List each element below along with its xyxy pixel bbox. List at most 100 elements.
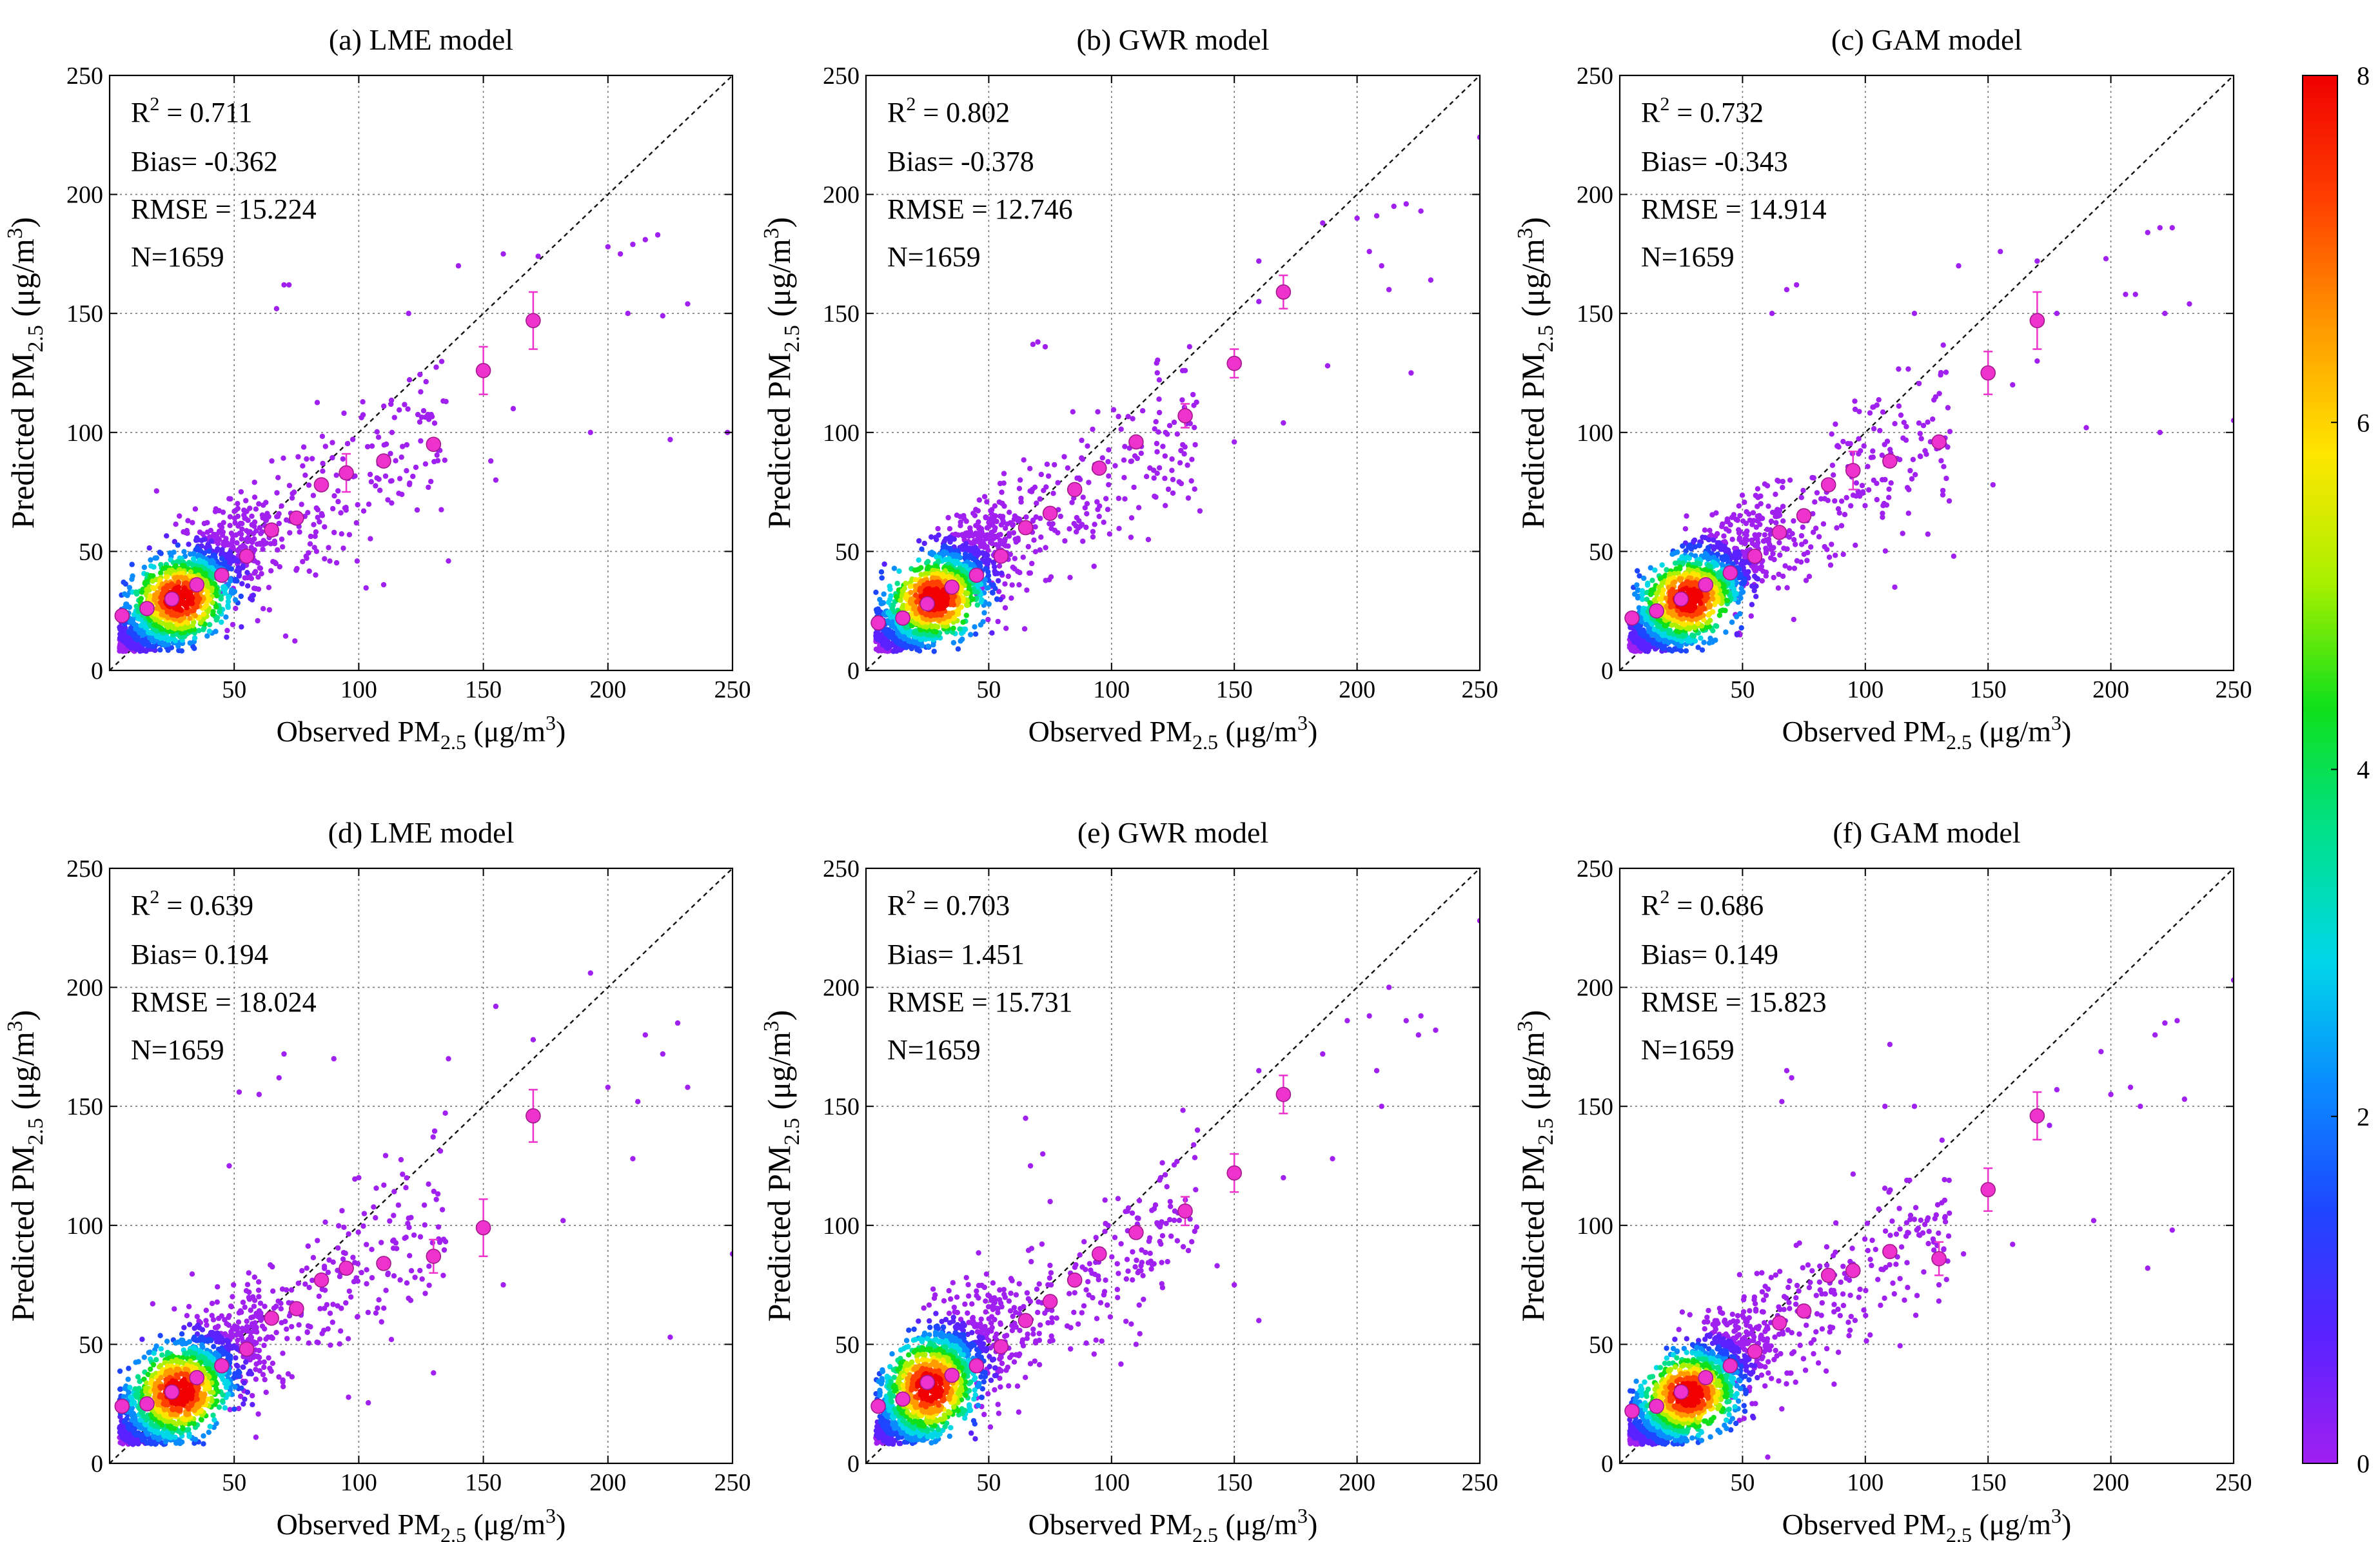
scatter-point: [1186, 344, 1193, 349]
scatter-point: [1838, 523, 1845, 529]
scatter-point: [1080, 494, 1086, 500]
scatter-point-outlier: [1197, 508, 1203, 514]
scatter-point: [1771, 574, 1776, 581]
scatter-point: [878, 569, 885, 575]
scatter-point: [1105, 459, 1111, 465]
scatter-point: [1832, 498, 1838, 504]
scatter-point: [1707, 618, 1713, 623]
scatter-point: [248, 576, 255, 581]
scatter-point: [1759, 516, 1765, 522]
scatter-point: [295, 454, 301, 460]
scatter-point: [1776, 540, 1782, 545]
scatter-point: [355, 502, 360, 508]
scatter-point: [256, 501, 262, 507]
scatter-point: [1793, 542, 1798, 547]
scatter-point: [1116, 525, 1122, 531]
scatter-point: [898, 598, 903, 603]
scatter-point: [916, 557, 922, 563]
scatter-point: [161, 565, 166, 572]
scatter-point: [1831, 472, 1836, 478]
scatter-point: [1753, 594, 1759, 600]
scatter-point: [1034, 500, 1039, 506]
scatter-point-outlier: [273, 306, 280, 312]
scatter-point: [1641, 575, 1647, 581]
scatter-point: [354, 558, 360, 564]
scatter-point: [879, 575, 885, 581]
scatter-point: [391, 415, 397, 420]
scatter-point: [1090, 529, 1096, 534]
scatter-point: [1038, 471, 1045, 478]
scatter-point: [235, 501, 241, 507]
scatter-point: [246, 530, 251, 536]
scatter-point-outlier: [667, 436, 673, 443]
binned-mean-marker: [1067, 482, 1083, 498]
stat-r2: R2 = 0.711: [131, 93, 253, 128]
scatter-point: [227, 523, 233, 529]
scatter-point: [1738, 625, 1744, 631]
scatter-point: [438, 358, 445, 364]
scatter-point: [221, 520, 226, 525]
scatter-point: [1163, 503, 1168, 509]
scatter-point: [992, 571, 998, 577]
scatter-point: [1043, 545, 1048, 551]
scatter-point: [1007, 509, 1012, 515]
scatter-point: [1076, 525, 1081, 531]
scatter-point: [397, 476, 403, 482]
scatter-point: [1067, 574, 1073, 580]
scatter-point: [1879, 477, 1885, 483]
scatter-point-outlier: [1256, 298, 1262, 304]
scatter-point: [228, 496, 233, 502]
scatter-point: [1917, 431, 1923, 436]
scatter-point: [126, 604, 132, 610]
x-axis-label: Observed PM2.5 (μg/m3): [277, 711, 566, 754]
scatter-point: [344, 441, 351, 447]
scatter-point: [388, 401, 394, 407]
scatter-point: [1002, 605, 1008, 610]
scatter-point: [1729, 536, 1735, 542]
scatter-point: [176, 647, 182, 654]
binned-mean-marker: [313, 477, 329, 493]
scatter-point: [1871, 477, 1876, 483]
scatter-point: [388, 451, 393, 456]
scatter-point: [1840, 551, 1846, 558]
scatter-point: [236, 573, 242, 579]
scatter-point: [307, 541, 313, 547]
scatter-point: [873, 589, 879, 595]
scatter-point: [916, 538, 922, 544]
scatter-point: [1770, 551, 1776, 557]
binned-mean-marker: [1128, 434, 1144, 450]
scatter-point: [196, 628, 202, 634]
scatter-point: [223, 614, 229, 620]
scatter-point: [1637, 573, 1642, 579]
scatter-point: [1791, 565, 1798, 571]
scatter-point: [986, 601, 992, 607]
scatter-point: [1139, 408, 1146, 414]
scatter-point: [1079, 522, 1085, 527]
scatter-point: [1940, 492, 1946, 498]
scatter-point: [1870, 448, 1876, 454]
scatter-point: [404, 468, 409, 474]
scatter-point: [186, 542, 192, 547]
scatter-point: [1122, 444, 1128, 449]
scatter-point: [1640, 627, 1646, 633]
scatter-point: [313, 529, 319, 535]
scatter-point: [1037, 496, 1043, 502]
scatter-point: [268, 541, 274, 547]
scatter-point: [249, 513, 255, 519]
binned-mean-marker: [870, 615, 886, 630]
scatter-point: [224, 634, 230, 640]
scatter-point: [1753, 493, 1758, 498]
scatter-point: [1940, 342, 1946, 348]
scatter-point: [1721, 533, 1727, 539]
scatter-point: [234, 568, 240, 574]
x-axis-label: Observed PM2.5 (μg/m3): [1028, 711, 1318, 754]
scatter-point: [225, 599, 231, 605]
scatter-point: [881, 591, 887, 597]
scatter-point: [1744, 509, 1749, 515]
scatter-point: [1156, 409, 1163, 416]
scatter-point: [973, 507, 979, 512]
scatter-point: [1121, 474, 1127, 480]
scatter-point: [1780, 518, 1786, 524]
scatter-point: [364, 444, 371, 450]
scatter-point: [302, 473, 308, 478]
